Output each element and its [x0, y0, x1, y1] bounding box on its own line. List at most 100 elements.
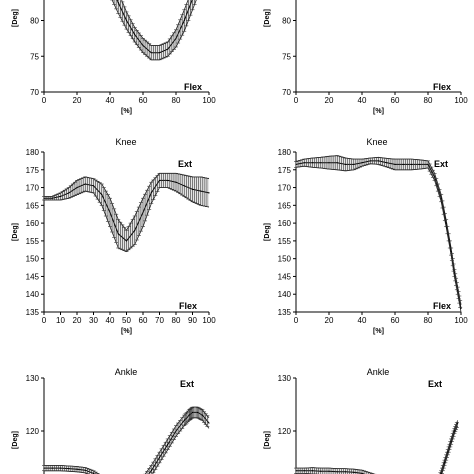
data-point: [443, 462, 446, 464]
x-tick-label: 80: [172, 316, 181, 325]
data-point: [434, 176, 436, 178]
y-axis-label: [Deg]: [12, 223, 19, 241]
panel-knee-left: 135 140 145 150 155 160 165 170 175 180 0 10 20 30 40 5…: [12, 137, 216, 335]
y-tick-label: 165: [26, 201, 40, 210]
data-point: [427, 163, 429, 166]
data-point: [76, 186, 78, 189]
y-tick-label: 140: [26, 290, 40, 299]
data-point: [59, 467, 62, 469]
panel-hip-right: 7075808590020406080100[%][Deg]Flex: [264, 0, 468, 115]
y-tick-label: 140: [278, 290, 292, 299]
data-point: [453, 430, 455, 432]
y-tick-label: 80: [282, 17, 291, 26]
y-tick-label: 70: [282, 88, 291, 97]
data-point: [402, 163, 404, 166]
data-point: [175, 37, 177, 39]
data-point: [450, 250, 452, 253]
data-point: [200, 190, 202, 192]
ext-annotation: Ext: [178, 159, 192, 169]
data-point: [150, 470, 152, 472]
flex-annotation: Flex: [433, 82, 451, 92]
panel-title: Ankle: [367, 367, 390, 377]
x-tick-label: 80: [172, 96, 181, 105]
data-point: [377, 160, 380, 162]
data-point: [134, 34, 136, 36]
data-point: [336, 162, 338, 164]
panel-title: Knee: [115, 137, 136, 147]
y-tick-label: 70: [30, 88, 39, 97]
data-point: [445, 222, 447, 224]
data-point: [68, 192, 70, 194]
y-tick-label: 130: [278, 374, 292, 383]
x-tick-label: 40: [106, 96, 115, 105]
data-point: [419, 163, 421, 166]
data-point: [51, 197, 53, 199]
data-point: [311, 162, 314, 164]
panel-title: Ankle: [115, 367, 138, 377]
x-tick-label: 0: [294, 96, 299, 105]
data-point: [386, 162, 388, 164]
data-point: [303, 470, 305, 472]
x-tick-label: 40: [358, 96, 367, 105]
y-tick-label: 120: [26, 427, 40, 436]
data-point: [369, 160, 371, 162]
data-point: [320, 162, 322, 164]
y-tick-label: 150: [278, 255, 292, 264]
data-point: [142, 211, 144, 214]
data-point: [344, 163, 347, 166]
data-point: [183, 185, 185, 187]
data-point: [92, 185, 95, 187]
data-point: [353, 163, 355, 166]
data-point: [134, 229, 136, 231]
x-tick-label: 100: [202, 316, 216, 325]
data-point: [167, 48, 169, 50]
data-point: [328, 162, 330, 164]
data-point: [175, 430, 177, 432]
y-tick-label: 175: [278, 166, 292, 175]
ext-annotation: Ext: [434, 159, 448, 169]
x-tick-label: 50: [122, 316, 131, 325]
data-point: [150, 52, 152, 54]
data-point: [117, 233, 119, 235]
y-tick-label: 165: [278, 201, 292, 210]
x-tick-label: 10: [56, 316, 65, 325]
data-point: [51, 467, 53, 469]
x-tick-label: 100: [454, 96, 468, 105]
data-point: [453, 272, 455, 274]
x-tick-label: 40: [358, 316, 367, 325]
data-point: [353, 471, 355, 473]
x-tick-label: 30: [89, 316, 98, 325]
data-point: [125, 240, 128, 242]
data-layer: [110, 0, 197, 61]
data-point: [158, 456, 161, 459]
data-point: [311, 470, 314, 472]
x-axis-label: [%]: [373, 328, 384, 335]
y-tick-label: 135: [278, 308, 292, 317]
data-point: [142, 44, 144, 47]
y-tick-label: 75: [30, 52, 39, 61]
x-tick-label: 90: [188, 316, 197, 325]
data-point: [208, 192, 210, 194]
ext-annotation: Ext: [428, 379, 442, 389]
x-tick-label: 60: [391, 316, 400, 325]
data-layer: [294, 420, 459, 474]
ext-annotation: Ext: [180, 379, 194, 389]
y-axis-label: [Deg]: [12, 431, 19, 449]
data-point: [84, 183, 86, 185]
x-tick-label: 70: [155, 316, 164, 325]
y-axis-label: [Deg]: [264, 9, 271, 27]
data-point: [117, 2, 119, 4]
panel-knee-right: 135 140 145 150 155 160 165 170 175 180 0 20 40 60 80 1…: [264, 137, 468, 335]
data-point: [201, 414, 203, 416]
y-tick-label: 155: [278, 237, 292, 246]
x-tick-label: 20: [73, 316, 82, 325]
y-axis-label: [Deg]: [264, 223, 271, 241]
x-tick-label: 60: [391, 96, 400, 105]
data-point: [84, 469, 86, 471]
data-point: [101, 194, 103, 196]
data-point: [410, 163, 413, 166]
y-tick-label: 175: [26, 166, 40, 175]
x-tick-label: 60: [139, 96, 148, 105]
data-layer: [42, 172, 210, 253]
flex-annotation: Flex: [179, 301, 197, 311]
